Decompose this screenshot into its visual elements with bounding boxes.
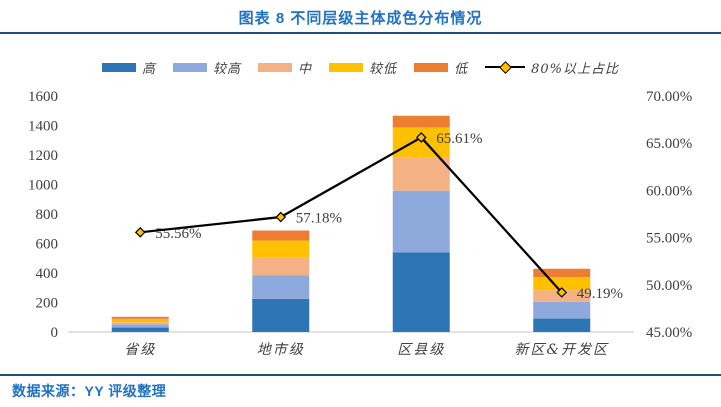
legend-swatch: [258, 62, 293, 72]
bar-segment-高: [252, 298, 310, 332]
legend-item-series-2: 中: [258, 58, 312, 77]
right-axis-tick: 70.00%: [646, 89, 692, 105]
left-axis-tick: 0: [51, 325, 59, 341]
stacked-bar-line-chart: 0 200 400 600 800 1000 1200 1400 1600 45.00% 50.00…: [28, 89, 692, 358]
left-axis-tick: 1000: [28, 178, 58, 194]
category-label: 地市级: [257, 342, 305, 358]
bar-segment-较低: [111, 318, 169, 323]
bar-segment-较低: [533, 276, 591, 291]
right-axis-tick: 65.00%: [646, 136, 692, 152]
legend-label: 较高: [213, 61, 242, 77]
title-divider: [0, 32, 721, 34]
right-axis-tick: 50.00%: [646, 278, 692, 294]
left-axis-tick: 400: [36, 266, 59, 282]
legend-swatch: [329, 62, 364, 72]
line-point-label: 49.19%: [577, 286, 623, 302]
bar-segment-高: [111, 327, 169, 332]
bar-segment-中: [252, 257, 310, 276]
legend-label: 高: [142, 61, 157, 77]
bar-segment-较高: [533, 301, 591, 319]
line-point-label: 65.61%: [436, 131, 482, 147]
bar-segment-低: [533, 268, 591, 277]
legend-item-series-1: 较高: [173, 58, 241, 77]
line-series-path: [140, 136, 563, 294]
bar-segment-高: [392, 252, 450, 332]
line-marker-diamond-icon: [415, 132, 427, 143]
category-label: 省级: [124, 342, 156, 358]
left-axis-tick: 200: [36, 296, 59, 312]
left-axis-tick: 1200: [28, 148, 58, 164]
chart-legend: 高 较高 中 较低 低 80%以上占比: [0, 58, 721, 77]
bar-segment-低: [252, 230, 310, 241]
left-axis-tick: 600: [36, 237, 59, 253]
category-label: 区县级: [397, 342, 445, 358]
legend-item-line-series: 80%以上占比: [485, 58, 619, 77]
legend-label: 80%以上占比: [531, 61, 619, 77]
bar-segment-高: [533, 318, 591, 332]
legend-item-series-0: 高: [102, 58, 156, 77]
bar-segment-较高: [252, 275, 310, 299]
line-marker-diamond-icon: [275, 211, 287, 223]
legend-label: 较低: [369, 61, 398, 77]
legend-swatch: [173, 62, 208, 72]
bar-segment-低: [392, 115, 450, 128]
bar-segment-低: [111, 316, 169, 319]
left-axis-tick: 1400: [28, 119, 58, 135]
bar-segment-中: [111, 322, 169, 325]
right-axis-tick: 55.00%: [646, 231, 692, 247]
legend-swatch: [102, 62, 136, 72]
category-label: 新区&开发区: [515, 342, 609, 358]
line-marker-diamond-icon: [556, 287, 568, 298]
legend-item-series-3: 较低: [329, 58, 397, 77]
data-source-note: 数据来源：YY 评级整理: [12, 383, 167, 399]
right-axis-tick: 60.00%: [646, 183, 692, 199]
left-axis-tick: 1600: [28, 89, 58, 105]
legend-label: 低: [454, 61, 469, 77]
legend-item-series-4: 低: [414, 58, 468, 77]
right-axis-tick: 45.00%: [646, 325, 692, 341]
line-marker-diamond-icon: [134, 226, 146, 238]
bar-segment-较低: [252, 240, 310, 258]
line-point-label: 57.18%: [296, 211, 342, 227]
bar-segment-中: [392, 157, 450, 191]
footer-divider: [0, 374, 721, 376]
legend-line-marker-icon: [485, 61, 526, 74]
legend-label: 中: [298, 61, 313, 77]
legend-swatch: [414, 62, 449, 72]
bar-segment-较高: [392, 190, 450, 253]
left-axis-tick: 800: [36, 207, 59, 223]
figure-title: 图表 8 不同层级主体成色分布情况: [238, 10, 483, 27]
bar-segment-较高: [111, 324, 169, 328]
